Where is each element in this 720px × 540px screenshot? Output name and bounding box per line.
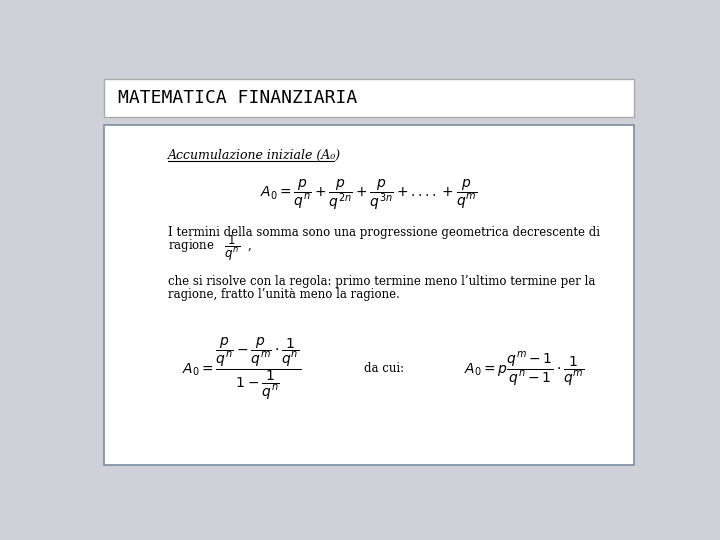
Text: $A_0 = \dfrac{p}{q^{n}} + \dfrac{p}{q^{2n}} + \dfrac{p}{q^{3n}} + ....+ \dfrac{p: $A_0 = \dfrac{p}{q^{n}} + \dfrac{p}{q^{2… [261,177,477,212]
FancyBboxPatch shape [104,79,634,117]
Text: che si risolve con la regola: primo termine meno l’ultimo termine per la: che si risolve con la regola: primo term… [168,275,595,288]
Text: da cui:: da cui: [364,362,405,375]
FancyBboxPatch shape [104,125,634,465]
Text: $A_0 = p\dfrac{q^{m}-1}{q^{n}-1} \cdot \dfrac{1}{q^{m}}$: $A_0 = p\dfrac{q^{m}-1}{q^{n}-1} \cdot \… [464,350,585,388]
Text: Accumulazione iniziale (A₀): Accumulazione iniziale (A₀) [168,149,341,162]
Text: $A_0 = \dfrac{\dfrac{p}{q^{n}} - \dfrac{p}{q^{m}} \cdot \dfrac{1}{q^{n}}}{1 - \d: $A_0 = \dfrac{\dfrac{p}{q^{n}} - \dfrac{… [181,336,301,402]
Text: ragione   $\dfrac{1}{q^{n}}$  ,: ragione $\dfrac{1}{q^{n}}$ , [168,233,251,263]
Text: ragione, fratto l’unità meno la ragione.: ragione, fratto l’unità meno la ragione. [168,288,400,301]
Text: I termini della somma sono una progressione geometrica decrescente di: I termini della somma sono una progressi… [168,226,600,239]
Text: MATEMATICA FINANZIARIA: MATEMATICA FINANZIARIA [118,89,357,107]
